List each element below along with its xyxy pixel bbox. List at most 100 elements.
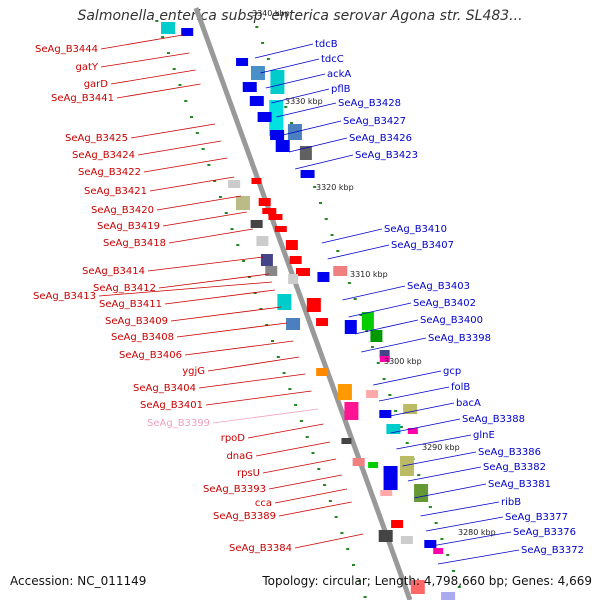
tick-mark: [434, 522, 438, 524]
gene-feature: [181, 28, 194, 36]
leader-line-forward: [327, 244, 390, 260]
tick-mark: [166, 52, 170, 54]
gene-label-reverse: SeAg_B3399: [147, 418, 210, 429]
leader-line-reverse: [143, 157, 228, 173]
tick-mark: [376, 362, 380, 364]
leader-line-forward: [437, 549, 520, 565]
tick-mark: [328, 500, 332, 502]
tick-mark: [318, 202, 322, 204]
leader-line-reverse: [207, 356, 300, 372]
tick-mark: [417, 474, 421, 476]
gene-label-forward: SeAg_B3428: [338, 98, 401, 109]
gene-feature: [258, 198, 271, 206]
kbp-marker: 3330 kbp: [285, 97, 323, 106]
tick-mark: [394, 410, 398, 412]
gene-label-forward: SeAg_B3407: [391, 240, 454, 251]
tick-mark: [359, 314, 363, 316]
gene-label-forward: SeAg_B3410: [384, 224, 447, 235]
gene-feature: [379, 356, 390, 362]
tick-mark: [299, 420, 303, 422]
kbp-marker: 3320 kbp: [316, 183, 354, 192]
leader-line-reverse: [255, 441, 331, 457]
tick-mark: [255, 26, 259, 28]
leader-line-reverse: [100, 52, 190, 68]
tick-mark: [311, 452, 315, 454]
tick-mark: [284, 106, 288, 108]
tick-mark: [399, 426, 403, 428]
tick-mark: [305, 436, 309, 438]
gene-label-reverse: SeAg_B3425: [65, 133, 128, 144]
tick-mark: [347, 282, 351, 284]
gene-feature: [228, 180, 241, 188]
leader-line-forward: [396, 434, 472, 450]
gene-label-forward: ribB: [501, 497, 521, 508]
tick-mark: [172, 68, 176, 70]
leader-line-forward: [354, 319, 419, 335]
tick-mark: [271, 340, 275, 342]
tick-mark: [428, 506, 432, 508]
gene-label-forward: SeAg_B3381: [488, 479, 551, 490]
gene-feature: [414, 484, 429, 502]
tick-mark: [330, 234, 334, 236]
tick-mark: [357, 580, 361, 582]
leader-line-reverse: [162, 211, 247, 227]
leader-line-forward: [425, 516, 504, 532]
gene-feature: [337, 384, 352, 400]
gene-labels: tdcB tdcC ackA pflB SeAg_B3428 SeAg_B3427 SeAg…: [33, 39, 584, 556]
tick-mark: [161, 36, 165, 38]
gene-feature: [368, 462, 379, 468]
tick-mark: [218, 196, 222, 198]
tick-mark: [324, 218, 328, 220]
tick-mark: [340, 532, 344, 534]
gene-label-forward: SeAg_B3386: [478, 447, 541, 458]
gene-label-reverse: SeAg_B3409: [105, 316, 168, 327]
tick-marks: [155, 20, 461, 598]
gene-feature: [270, 70, 285, 94]
gene-label-reverse: cca: [255, 498, 272, 509]
gene-feature: [257, 112, 272, 122]
tick-mark: [242, 260, 246, 262]
kbp-marker: 3290 kbp: [422, 443, 460, 452]
gene-feature: [242, 82, 257, 92]
gene-label-reverse: SeAg_B3419: [97, 221, 160, 232]
leader-line-reverse: [247, 423, 324, 439]
tick-mark: [247, 276, 251, 278]
gene-label-forward: SeAg_B3398: [428, 333, 491, 344]
leader-line-forward: [407, 466, 482, 482]
gene-label-reverse: SeAg_B3411: [99, 299, 162, 310]
gene-feature: [286, 318, 301, 330]
gene-label-reverse: dnaG: [226, 451, 253, 462]
gene-label-reverse: SeAg_B3420: [91, 205, 154, 216]
gene-feature: [306, 298, 321, 312]
leader-line-reverse: [98, 281, 273, 297]
gene-feature: [235, 196, 250, 210]
tick-mark: [195, 132, 199, 134]
leader-line-reverse: [137, 140, 222, 156]
accession-text: Accession: NC_011149: [10, 574, 147, 588]
tick-mark: [190, 116, 194, 118]
tick-mark: [282, 372, 286, 374]
kbp-marker: 3310 kbp: [350, 270, 388, 279]
gene-label-reverse: rpsU: [237, 468, 260, 479]
gene-label-forward: tdcB: [315, 39, 338, 50]
gene-label-forward: SeAg_B3388: [462, 414, 525, 425]
tick-mark: [317, 468, 321, 470]
backbone-line: [193, 7, 413, 600]
gene-label-reverse: SeAg_B3412: [93, 283, 156, 294]
gene-feature: [378, 530, 393, 542]
leader-line-reverse: [149, 176, 235, 192]
leader-line-reverse: [205, 390, 312, 406]
tick-mark: [363, 596, 367, 598]
gene-feature: [316, 318, 329, 326]
leader-line-reverse: [278, 501, 352, 517]
gene-feature: [275, 140, 290, 152]
tick-mark: [184, 100, 188, 102]
kbp-marker: 3300 kbp: [384, 357, 422, 366]
gene-label-forward: SeAg_B3402: [413, 298, 476, 309]
gene-feature: [285, 240, 298, 250]
leader-line-forward: [254, 43, 314, 59]
gene-feature: [317, 272, 330, 282]
leader-line-forward: [321, 228, 383, 244]
gene-label-reverse: SeAg_B3389: [213, 511, 276, 522]
